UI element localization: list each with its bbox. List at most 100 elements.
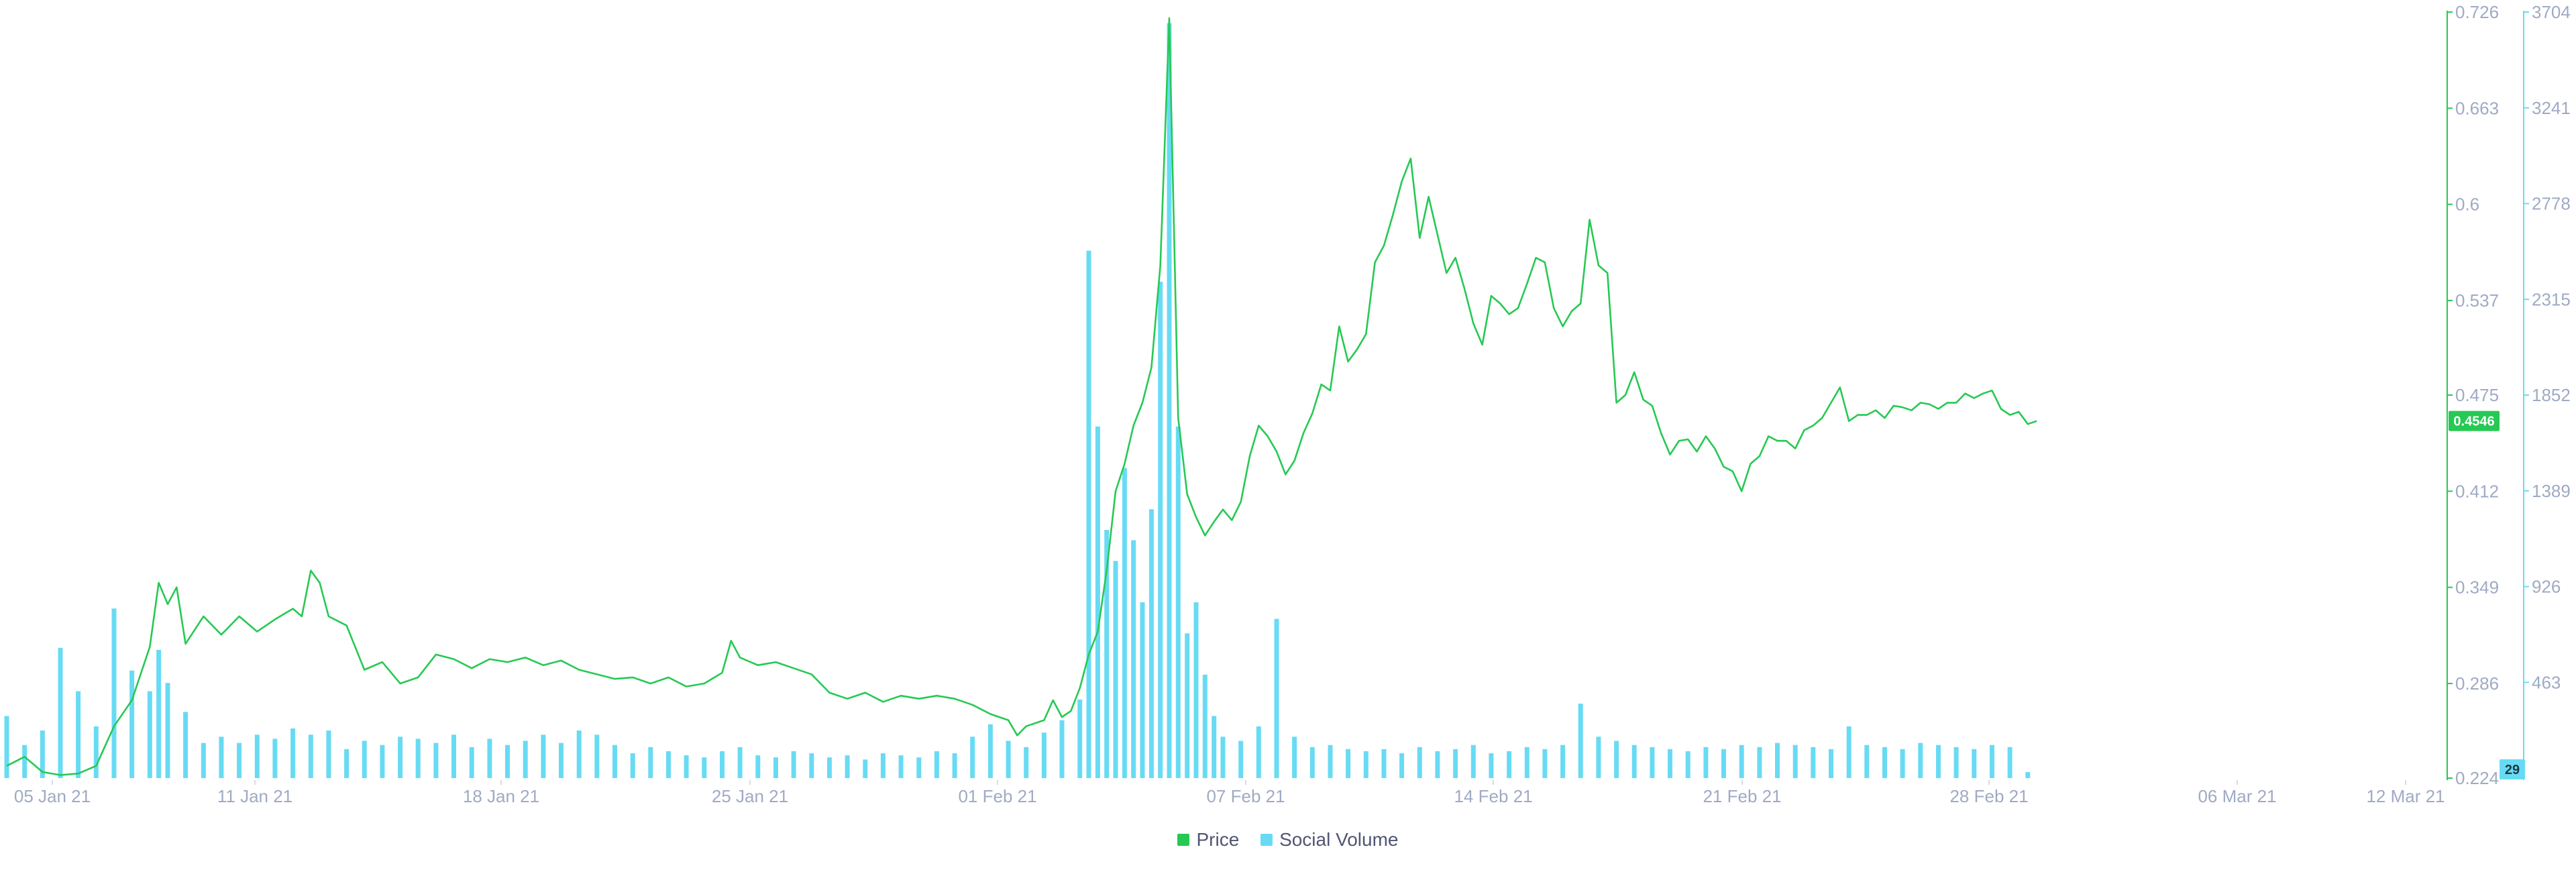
volume-last-badge: 29 [2500,759,2525,780]
social-volume-bar [147,691,152,778]
social-volume-bar [40,730,45,778]
social-volume-bar [469,747,474,778]
social-volume-bar [1435,751,1440,778]
price-tick-label: 0.475 [2455,385,2499,405]
social-volume-bar [433,743,439,778]
x-tick-label: 21 Feb 21 [1703,786,1781,806]
chart-legend: Price Social Volume [0,829,2576,851]
social-volume-bar [415,739,421,778]
social-volume-bar [272,739,278,778]
social-volume-bar [1193,602,1199,778]
price-tick-label: 0.6 [2455,195,2479,215]
volume-tick-label: 2778 [2532,194,2571,214]
price-badge-background [2449,411,2500,431]
social-volume-bar [594,734,600,778]
social-volume-bar [1309,747,1315,778]
social-volume-bar [1122,468,1127,778]
social-volume-bar [398,737,403,778]
volume-tick-label: 2315 [2532,289,2571,309]
social-volume-bar [1140,602,1145,778]
social-volume-bar [1721,749,1726,778]
price-tick-label: 0.349 [2455,578,2499,598]
social-volume-bar [1363,751,1368,778]
x-tick-label: 06 Mar 21 [2198,786,2276,806]
social-volume-bar [156,649,162,778]
legend-item-price[interactable]: Price [1177,829,1239,851]
price-axis-ticks: 0.726 0.663 0.6 0.537 0.475 0.412 0.349 0.286 0.… [2447,2,2499,788]
social-volume-bar [755,755,761,778]
social-volume-bar [648,747,653,778]
social-volume-bar [1470,745,1476,778]
social-volume-bar [934,751,939,778]
social-volume-bar [1560,745,1566,778]
legend-swatch-social-volume [1260,834,1273,846]
social-volume-bar [1900,749,1905,778]
social-volume-bar [1104,530,1110,778]
social-volume-bar [1792,745,1798,778]
social-volume-bar [1972,749,1977,778]
legend-item-social-volume[interactable]: Social Volume [1260,829,1399,851]
social-volume-bar [1614,741,1619,778]
volume-tick-label: 3241 [2532,98,2571,118]
social-volume-bar [612,745,617,778]
x-tick-label: 18 Jan 21 [463,786,539,806]
social-volume-bar [1507,751,1512,778]
social-volume-bar [487,739,492,778]
social-volume-bar [1829,749,1833,778]
social-volume-bar [1936,745,1941,778]
social-volume-bar [326,730,331,778]
volume-axis-ticks: 3704 3241 2778 2315 1852 1389 926 463 [2524,2,2571,692]
social-volume-bar [863,759,868,778]
volume-tick-label: 3704 [2532,2,2571,22]
social-volume-bar [1024,747,1029,778]
social-volume-bar [523,741,528,778]
x-tick-label: 07 Feb 21 [1206,786,1285,806]
social-volume-bar [1041,732,1046,778]
social-volume-bar [254,734,260,778]
social-volume-bar [1811,747,1816,778]
social-volume-bar [1113,561,1118,778]
social-volume-bar [1685,751,1690,778]
social-volume-bar [880,753,885,778]
social-volume-bar [1417,747,1422,778]
social-volume-bar [1238,741,1244,778]
social-volume-bar [201,743,206,778]
social-volume-bar [809,753,814,778]
social-volume-bar [1739,745,1744,778]
price-line [6,17,2037,776]
price-line-group [6,17,2037,776]
social-volume-bar [1846,726,1851,778]
social-volume-bar [1650,747,1655,778]
social-volume-bar [165,683,170,778]
social-volume-bar [773,757,778,778]
x-tick-label: 05 Jan 21 [14,786,91,806]
social-volume-bar [1167,23,1172,779]
social-volume-bar [791,751,796,778]
social-volume-bar [183,712,189,778]
legend-label-price: Price [1196,829,1240,850]
x-axis-ticks: 05 Jan 21 11 Jan 21 18 Jan 21 25 Jan 21 01 F… [14,780,2445,806]
social-volume-bar [1006,741,1011,778]
social-volume-bar [1274,618,1279,778]
social-volume-bar [1328,745,1333,778]
social-volume-bar [559,743,564,778]
social-volume-bar [1668,749,1672,778]
social-volume-bar [237,743,242,778]
social-volume-bar [1990,745,1994,778]
social-volume-bar [702,757,707,778]
price-tick-label: 0.726 [2455,2,2499,22]
social-volume-bar [1542,749,1548,778]
x-tick-label: 14 Feb 21 [1454,786,1532,806]
social-volume-bar [666,751,671,778]
social-volume-bar [505,745,510,778]
x-tick-label: 25 Jan 21 [712,786,788,806]
social-volume-bar [1918,743,1923,778]
social-volume-bar [1631,745,1637,778]
social-volume-bar [344,749,350,778]
social-volume-bar [845,755,850,778]
social-volume-bar [970,737,975,778]
social-volume-bar [1077,699,1083,778]
social-volume-bar [1882,747,1887,778]
social-volume-bar [826,757,832,778]
volume-tick-label: 926 [2532,577,2561,597]
